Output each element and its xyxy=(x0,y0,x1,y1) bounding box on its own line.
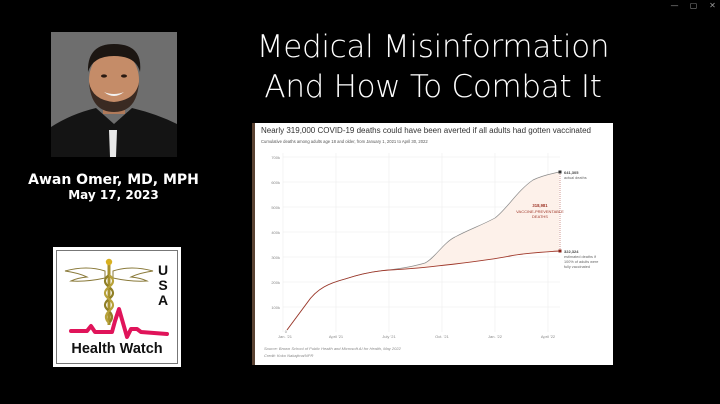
minimize-button[interactable]: — xyxy=(670,1,679,10)
logo-usa-letters: U S A xyxy=(157,263,169,308)
vaccinated-annotation: 322,324 estimated deaths if 100% of adul… xyxy=(564,249,598,269)
slide-title-line-1: Medical Misinformation xyxy=(256,29,610,65)
svg-text:Jan. '22: Jan. '22 xyxy=(488,334,503,339)
logo-letter-s: S xyxy=(158,277,168,293)
preventable-annotation: 318,981 VACCINE-PREVENTABLE DEATHS xyxy=(516,203,564,219)
chart-source: Source: Brown School of Public Health an… xyxy=(264,346,401,351)
svg-text:700k: 700k xyxy=(271,155,280,160)
window-controls: — ▢ ✕ xyxy=(663,0,720,12)
logo-text: Health Watch xyxy=(71,341,163,357)
caduceus-icon xyxy=(64,258,169,339)
logo-letter-a: A xyxy=(157,292,169,308)
presenter-name: Awan Omer, MD, MPH xyxy=(28,172,199,188)
y-axis-labels: 700k 600k 500k 400k 300k 200k 100k 0 xyxy=(271,155,287,334)
svg-text:400k: 400k xyxy=(271,230,280,235)
svg-text:Oct. '21: Oct. '21 xyxy=(435,334,449,339)
svg-text:300k: 300k xyxy=(271,255,280,260)
svg-text:100% of adults were: 100% of adults were xyxy=(564,260,598,264)
svg-text:DEATHS: DEATHS xyxy=(532,214,548,219)
actual-deaths-annotation: 641,305 actual deaths xyxy=(564,170,587,180)
svg-text:322,324: 322,324 xyxy=(564,249,579,254)
svg-text:actual deaths: actual deaths xyxy=(564,176,587,180)
vaccinated-deaths-line xyxy=(286,250,560,331)
person-silhouette-icon xyxy=(51,32,177,157)
svg-text:500k: 500k xyxy=(271,205,280,210)
svg-text:fully vaccinated: fully vaccinated xyxy=(564,265,590,269)
horizontal-gridlines xyxy=(283,156,560,308)
close-button[interactable]: ✕ xyxy=(709,1,716,10)
svg-text:Jan. '21: Jan. '21 xyxy=(278,334,293,339)
actual-endpoint-marker xyxy=(558,170,562,174)
usa-health-watch-logo: U S A Health Watch xyxy=(53,247,181,367)
presenter-photo xyxy=(51,32,177,157)
preventable-area xyxy=(389,172,559,270)
line-chart: 700k 600k 500k 400k 300k 200k 100k 0 Jan… xyxy=(271,153,598,339)
svg-text:July '21: July '21 xyxy=(382,334,396,339)
slide-title-line-2: And How To Combat It xyxy=(264,69,602,105)
vaccinated-endpoint-marker xyxy=(558,249,562,253)
svg-text:0: 0 xyxy=(285,329,288,334)
svg-text:600k: 600k xyxy=(271,180,280,185)
covid-deaths-chart: Nearly 319,000 COVID-19 deaths could hav… xyxy=(252,123,613,365)
chart-title: Nearly 319,000 COVID-19 deaths could hav… xyxy=(261,126,591,135)
chart-subtitle: Cumulative deaths among adults age 18 an… xyxy=(261,139,428,144)
svg-text:100k: 100k xyxy=(271,305,280,310)
svg-text:estimated deaths if: estimated deaths if xyxy=(564,255,597,259)
heartbeat-icon xyxy=(69,307,169,339)
chart-credit: Credit: Koko Nakajima/NPR xyxy=(264,353,314,358)
presentation-date: May 17, 2023 xyxy=(68,188,159,202)
svg-text:200k: 200k xyxy=(271,280,280,285)
restore-button[interactable]: ▢ xyxy=(689,1,698,10)
svg-text:641,305: 641,305 xyxy=(564,170,579,175)
svg-text:318,981: 318,981 xyxy=(532,203,548,208)
slide-title: Medical Misinformation And How To Combat… xyxy=(213,27,653,107)
svg-text:VACCINE-PREVENTABLE: VACCINE-PREVENTABLE xyxy=(516,209,564,214)
x-axis-labels: Jan. '21 April '21 July '21 Oct. '21 Jan… xyxy=(278,334,556,339)
svg-text:April '21: April '21 xyxy=(329,334,344,339)
svg-text:April '22: April '22 xyxy=(541,334,556,339)
logo-letter-u: U xyxy=(157,262,169,278)
